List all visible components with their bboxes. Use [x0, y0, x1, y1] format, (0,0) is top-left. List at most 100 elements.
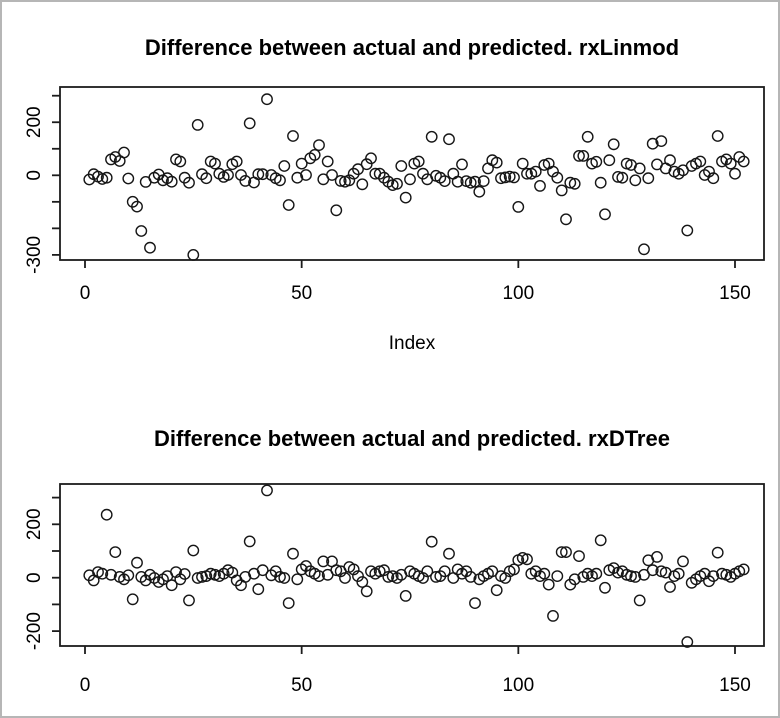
data-point	[321, 155, 334, 168]
data-point	[672, 567, 685, 580]
data-point	[360, 585, 373, 598]
data-point	[287, 547, 299, 560]
data-point	[382, 571, 395, 583]
data-point	[330, 564, 343, 577]
data-point	[256, 564, 269, 577]
data-point	[633, 594, 646, 607]
data-point	[599, 581, 611, 594]
data-point	[404, 173, 416, 186]
data-point	[356, 576, 369, 588]
data-point	[287, 130, 299, 142]
data-point	[308, 148, 321, 161]
plot-box	[59, 86, 765, 261]
data-point	[256, 168, 269, 181]
data-point	[274, 571, 286, 583]
y-tick-label: 0	[24, 572, 45, 583]
data-point	[555, 184, 568, 197]
data-point	[373, 167, 386, 180]
data-point	[352, 163, 364, 176]
data-point	[551, 570, 564, 582]
data-point	[447, 167, 460, 180]
data-point	[538, 567, 551, 580]
y-tick-label: 200	[24, 106, 45, 138]
data-point	[313, 570, 325, 582]
data-point	[651, 551, 663, 563]
data-point	[191, 119, 204, 131]
data-point	[196, 168, 208, 181]
data-point	[573, 550, 585, 562]
data-point	[131, 200, 143, 213]
data-point	[131, 556, 143, 569]
data-point	[438, 175, 451, 188]
data-point	[590, 155, 603, 168]
data-point	[473, 185, 486, 198]
data-point	[278, 572, 291, 584]
data-point	[490, 156, 503, 169]
data-point	[677, 555, 689, 568]
data-point	[100, 508, 113, 521]
data-point	[629, 174, 642, 187]
data-point	[300, 169, 312, 181]
data-point	[399, 191, 412, 204]
data-point	[313, 139, 325, 152]
data-point	[469, 597, 481, 609]
data-point	[378, 171, 390, 184]
data-point	[577, 149, 590, 162]
data-point	[521, 553, 533, 566]
data-point	[564, 176, 577, 189]
data-point	[590, 567, 603, 580]
data-point	[317, 555, 330, 568]
data-point	[122, 569, 135, 582]
data-point	[334, 174, 347, 187]
data-point	[477, 175, 490, 188]
data-point	[96, 567, 109, 580]
data-point	[425, 130, 438, 143]
data-point	[339, 572, 351, 584]
data-point	[295, 157, 308, 170]
data-point	[664, 154, 676, 167]
data-point	[200, 172, 213, 185]
data-point	[607, 138, 620, 151]
x-tick-label: 50	[291, 675, 312, 696]
data-point	[707, 570, 720, 582]
x-tick-label: 50	[291, 283, 312, 304]
data-point	[100, 171, 113, 184]
data-point	[282, 597, 295, 609]
data-point	[243, 535, 256, 548]
data-point	[664, 581, 676, 593]
data-point	[464, 571, 477, 583]
data-point	[356, 178, 369, 191]
data-point	[187, 544, 200, 557]
data-point	[594, 534, 607, 547]
data-point	[508, 171, 520, 184]
data-point	[261, 484, 273, 497]
data-point	[547, 610, 559, 622]
data-point	[490, 584, 503, 597]
data-point	[282, 199, 295, 211]
data-point	[646, 137, 659, 150]
data-point	[252, 583, 265, 596]
data-point	[521, 167, 533, 180]
data-point	[724, 157, 737, 170]
data-point	[183, 176, 195, 189]
data-point	[360, 158, 373, 171]
data-point	[681, 636, 694, 648]
x-tick-label: 150	[719, 675, 751, 696]
data-point	[122, 172, 135, 185]
data-point	[616, 171, 629, 184]
data-point	[451, 563, 464, 576]
data-point	[633, 162, 646, 175]
data-point	[230, 155, 243, 168]
data-point	[274, 174, 286, 187]
x-tick-label: 100	[502, 675, 534, 696]
chart-title-rxdtree: Difference between actual and predicted.…	[154, 426, 670, 451]
data-point	[594, 176, 607, 189]
data-point	[612, 170, 624, 183]
data-point	[243, 117, 256, 130]
data-point	[165, 175, 178, 188]
data-point	[534, 179, 546, 192]
data-point	[486, 565, 499, 578]
data-point	[508, 563, 520, 576]
data-point	[165, 579, 178, 592]
data-point	[118, 146, 130, 159]
